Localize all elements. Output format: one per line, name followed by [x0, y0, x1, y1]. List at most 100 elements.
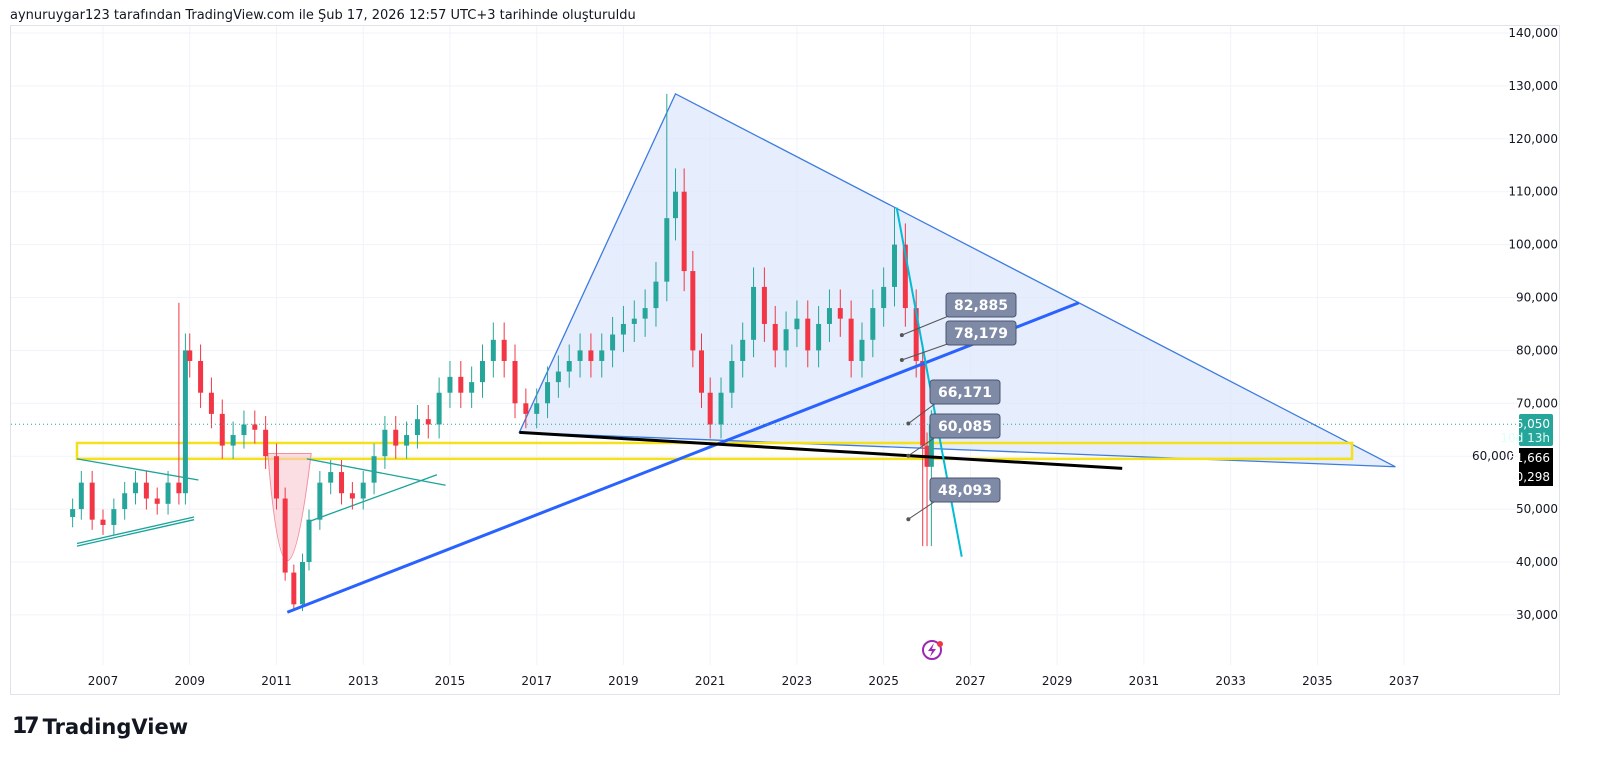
callout-dot	[906, 421, 911, 426]
candle-body	[740, 339, 746, 361]
logo-text: TradingView	[42, 714, 189, 739]
x-tick-label: 2037	[1389, 674, 1420, 688]
candle-body	[469, 382, 475, 393]
candle-body	[273, 456, 279, 499]
candle-body	[902, 244, 908, 309]
candle-body	[404, 435, 410, 446]
callout-text: 78,179	[954, 326, 1008, 342]
callout-box	[929, 413, 1001, 439]
candle-body	[761, 286, 767, 324]
candle-body	[859, 339, 865, 361]
price-callout: 66,171	[906, 379, 1001, 426]
price-callout: 60,085	[906, 413, 1001, 458]
chart-pane[interactable]	[10, 25, 1560, 695]
candle-body	[545, 382, 551, 404]
candle-body	[100, 519, 106, 525]
y-tick-label: 60,000	[1472, 449, 1514, 463]
y-tick-label: 50,000	[1516, 502, 1558, 516]
candle-body	[122, 493, 128, 510]
candle-body	[143, 482, 149, 499]
callout-box	[945, 292, 1017, 318]
y-tick-label: 40,000	[1516, 555, 1558, 569]
candle-body	[681, 191, 687, 272]
candle-body	[751, 286, 757, 340]
x-tick-label: 2031	[1129, 674, 1160, 688]
candle-body	[282, 498, 288, 573]
x-tick-label: 2027	[955, 674, 986, 688]
candle-body	[881, 286, 887, 309]
callout-box	[929, 477, 1001, 503]
callout-dot	[906, 453, 911, 458]
candle-body	[306, 519, 312, 562]
callout-text: 48,093	[938, 483, 992, 499]
candle-body	[512, 360, 518, 404]
callout-text: 66,171	[938, 385, 992, 401]
candle-body	[458, 376, 464, 393]
candle-body	[707, 392, 713, 425]
candle-body	[393, 429, 399, 446]
candle-body	[848, 318, 854, 361]
candle-body	[176, 482, 182, 494]
icon-ring	[922, 640, 942, 660]
candle-body	[816, 323, 822, 351]
countdown-text: 10d 13h	[1500, 431, 1550, 445]
black-price-badge	[1519, 448, 1553, 486]
triangle-drawing	[518, 92, 1396, 468]
y-tick-label: 100,000	[1508, 238, 1558, 252]
candle-body	[360, 482, 366, 499]
x-tick-label: 2023	[782, 674, 813, 688]
candle-body	[133, 482, 139, 494]
candle-body	[577, 350, 583, 361]
candle-body	[837, 308, 843, 319]
y-tick-label: 30,000	[1516, 608, 1558, 622]
callout-dot	[906, 517, 911, 522]
candle-body	[690, 271, 696, 351]
callout-dot	[899, 358, 904, 363]
candle-body	[805, 318, 811, 351]
y-tick-label: 110,000	[1508, 185, 1558, 199]
candle-body	[490, 339, 496, 361]
candle-body	[230, 435, 236, 446]
candle-body	[291, 572, 297, 605]
price-callout: 48,093	[906, 477, 1001, 522]
candle-body	[198, 360, 204, 393]
candle-body	[610, 334, 616, 351]
candle-body	[826, 308, 832, 324]
candle-body	[436, 392, 442, 425]
y-tick-label: 140,000	[1508, 26, 1558, 40]
candle-body	[187, 350, 193, 361]
candle-body	[718, 392, 724, 425]
candle-body	[252, 424, 258, 430]
candle-body	[111, 509, 117, 525]
candle-body	[165, 482, 171, 504]
candle-body	[501, 339, 507, 361]
bolt	[928, 643, 936, 657]
candle-body	[534, 403, 540, 414]
y-tick-label: 80,000	[1516, 343, 1558, 357]
candle-body	[70, 509, 76, 518]
callout-box	[929, 379, 1001, 405]
candle-body	[371, 456, 377, 483]
tradingview-logo[interactable]: 17 TradingView	[12, 714, 188, 739]
callout-dot	[899, 333, 904, 338]
candle-body	[182, 350, 188, 494]
price-label: 60,298	[1508, 470, 1550, 484]
callout-box	[945, 320, 1017, 346]
candle-body	[653, 281, 659, 309]
x-tick-label: 2007	[88, 674, 119, 688]
candle-body	[414, 419, 420, 436]
x-tick-label: 2017	[521, 674, 552, 688]
candle-body	[263, 429, 269, 457]
callout-text: 82,885	[954, 298, 1008, 314]
x-tick-label: 2013	[348, 674, 379, 688]
x-tick-label: 2029	[1042, 674, 1073, 688]
candle-body	[892, 244, 898, 287]
candle-body	[78, 482, 84, 510]
snapshot-caption: aynuruygar123 tarafından TradingView.com…	[10, 8, 636, 23]
trendline	[76, 519, 195, 547]
candle-body	[928, 424, 934, 467]
tv-logo-icon: 17	[12, 714, 40, 739]
price-callout: 82,885	[899, 292, 1017, 338]
x-tick-label: 2035	[1302, 674, 1333, 688]
